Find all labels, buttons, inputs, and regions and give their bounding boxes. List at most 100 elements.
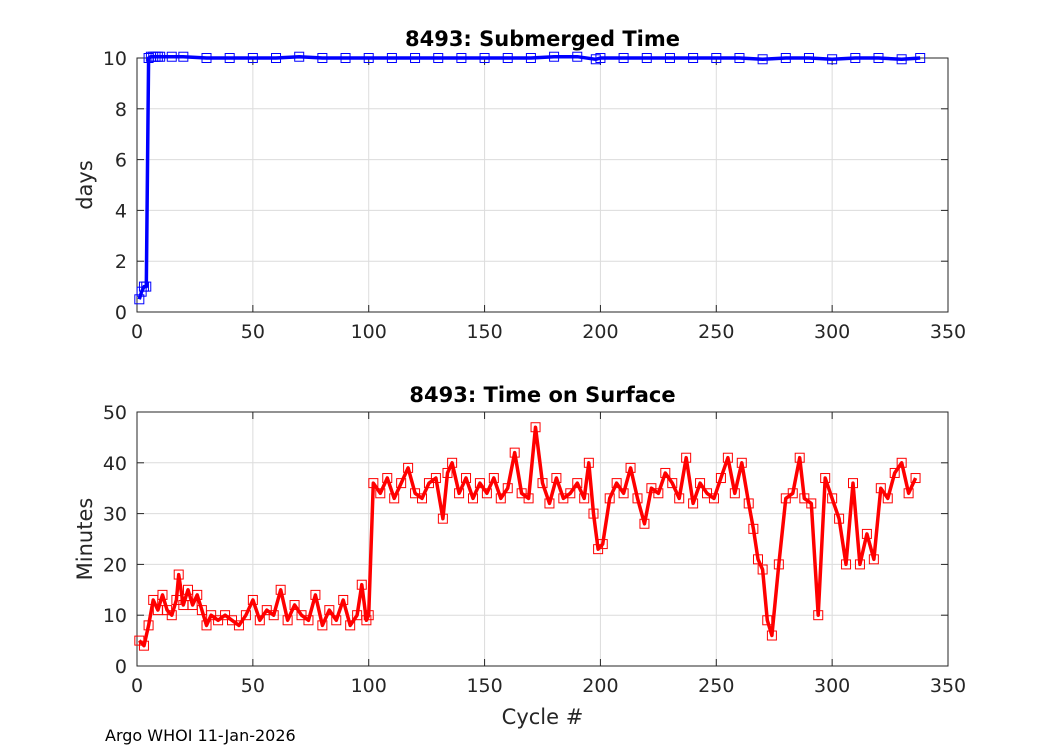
data-point-marker — [588, 508, 599, 519]
data-point-marker — [625, 462, 636, 473]
x-tick-label: 200 — [582, 675, 618, 697]
x-tick-label: 250 — [698, 321, 734, 343]
y-tick-label: 6 — [115, 150, 127, 172]
data-point-marker — [604, 493, 615, 504]
data-point-marker — [345, 620, 356, 631]
data-point-marker — [192, 589, 203, 600]
data-point-marker — [572, 51, 583, 62]
data-point-marker — [324, 605, 335, 616]
data-point-marker — [841, 559, 852, 570]
data-point-marker — [389, 493, 400, 504]
data-point-marker — [827, 54, 838, 65]
data-point-marker — [423, 478, 434, 489]
data-point-marker — [787, 488, 798, 499]
data-point-marker — [667, 478, 678, 489]
data-point-marker — [834, 513, 845, 524]
x-tick-label: 0 — [131, 675, 143, 697]
data-point-marker — [806, 498, 817, 509]
data-point-marker — [674, 493, 685, 504]
data-point-marker — [386, 53, 397, 63]
data-point-marker — [143, 620, 154, 631]
data-point-marker — [338, 594, 349, 605]
data-point-marker — [889, 467, 900, 478]
data-point-marker — [488, 473, 499, 484]
time-on-surface-chart: 0 50 100 150 200 250 300 350 0 10 20 30 40 50 8493: Ti… — [73, 383, 966, 729]
data-point-marker — [551, 473, 562, 484]
x-tick-label: 50 — [241, 675, 265, 697]
y-tick-label: 30 — [103, 504, 127, 526]
data-point-marker — [138, 640, 149, 651]
series-line — [138, 425, 918, 648]
data-point-marker — [558, 493, 569, 504]
data-point-marker — [743, 498, 754, 509]
data-point-marker — [417, 493, 428, 504]
data-point-marker — [196, 605, 207, 616]
data-point-marker — [896, 54, 907, 65]
data-point-marker — [549, 51, 560, 62]
data-point-marker — [502, 483, 513, 494]
data-point-marker — [157, 589, 168, 600]
data-point-marker — [433, 53, 444, 63]
data-point-marker — [206, 610, 217, 621]
data-point-marker — [361, 615, 372, 626]
x-tick-label: 300 — [814, 675, 850, 697]
data-point-marker — [382, 473, 393, 484]
data-point-marker — [850, 53, 861, 63]
data-point-marker — [479, 53, 490, 63]
data-point-marker — [134, 294, 145, 305]
data-point-marker — [632, 493, 643, 504]
data-point-marker — [247, 594, 258, 605]
y-tick-label: 10 — [103, 48, 127, 70]
data-point-marker — [396, 478, 407, 489]
data-point-marker — [356, 579, 367, 590]
data-point-marker — [437, 513, 448, 524]
x-tick-label: 100 — [351, 675, 387, 697]
data-point-marker — [166, 610, 177, 621]
data-point-marker — [583, 457, 594, 468]
plot-frame — [136, 57, 949, 313]
data-point-marker — [317, 620, 328, 631]
data-point-marker — [537, 478, 548, 489]
data-point-marker — [748, 523, 759, 534]
data-point-marker — [254, 615, 265, 626]
chart-title: 8493: Submerged Time — [405, 27, 680, 51]
data-point-marker — [275, 584, 286, 595]
data-point-marker — [375, 488, 386, 499]
data-point-marker — [410, 53, 421, 63]
data-point-marker — [171, 594, 182, 605]
data-point-marker — [317, 53, 328, 63]
data-point-marker — [653, 488, 664, 499]
data-point-marker — [525, 53, 536, 63]
chart-title: 8493: Time on Surface — [409, 383, 675, 407]
data-point-marker — [303, 615, 314, 626]
data-point-marker — [875, 483, 886, 494]
y-tick-label: 10 — [103, 605, 127, 627]
data-point-marker — [847, 478, 858, 489]
x-tick-label: 150 — [466, 675, 502, 697]
x-tick-label: 350 — [930, 321, 966, 343]
data-point-marker — [289, 600, 300, 611]
data-point-marker — [213, 615, 224, 626]
submerged-time-chart: 0 50 100 150 200 250 300 350 0 2 4 6 8 10 8493: Submer… — [73, 27, 966, 343]
data-point-marker — [173, 569, 184, 580]
data-point-marker — [523, 493, 534, 504]
data-point-marker — [310, 589, 321, 600]
data-point-marker — [461, 473, 472, 484]
data-point-marker — [572, 478, 583, 489]
data-point-marker — [201, 620, 212, 631]
data-point-marker — [827, 493, 838, 504]
data-point-marker — [340, 53, 351, 63]
data-point-marker — [148, 594, 159, 605]
y-tick-label: 0 — [115, 302, 127, 324]
y-tick-label: 50 — [103, 402, 127, 424]
data-point-marker — [646, 483, 657, 494]
data-point-marker — [708, 493, 719, 504]
data-point-marker — [752, 554, 763, 565]
data-point-marker — [247, 53, 258, 63]
y-tick-label: 2 — [115, 251, 127, 273]
data-point-marker — [813, 610, 824, 621]
x-axis-label: Cycle # — [502, 705, 584, 729]
data-point-marker — [729, 488, 740, 499]
data-point-marker — [296, 610, 307, 621]
data-point-marker — [454, 488, 465, 499]
